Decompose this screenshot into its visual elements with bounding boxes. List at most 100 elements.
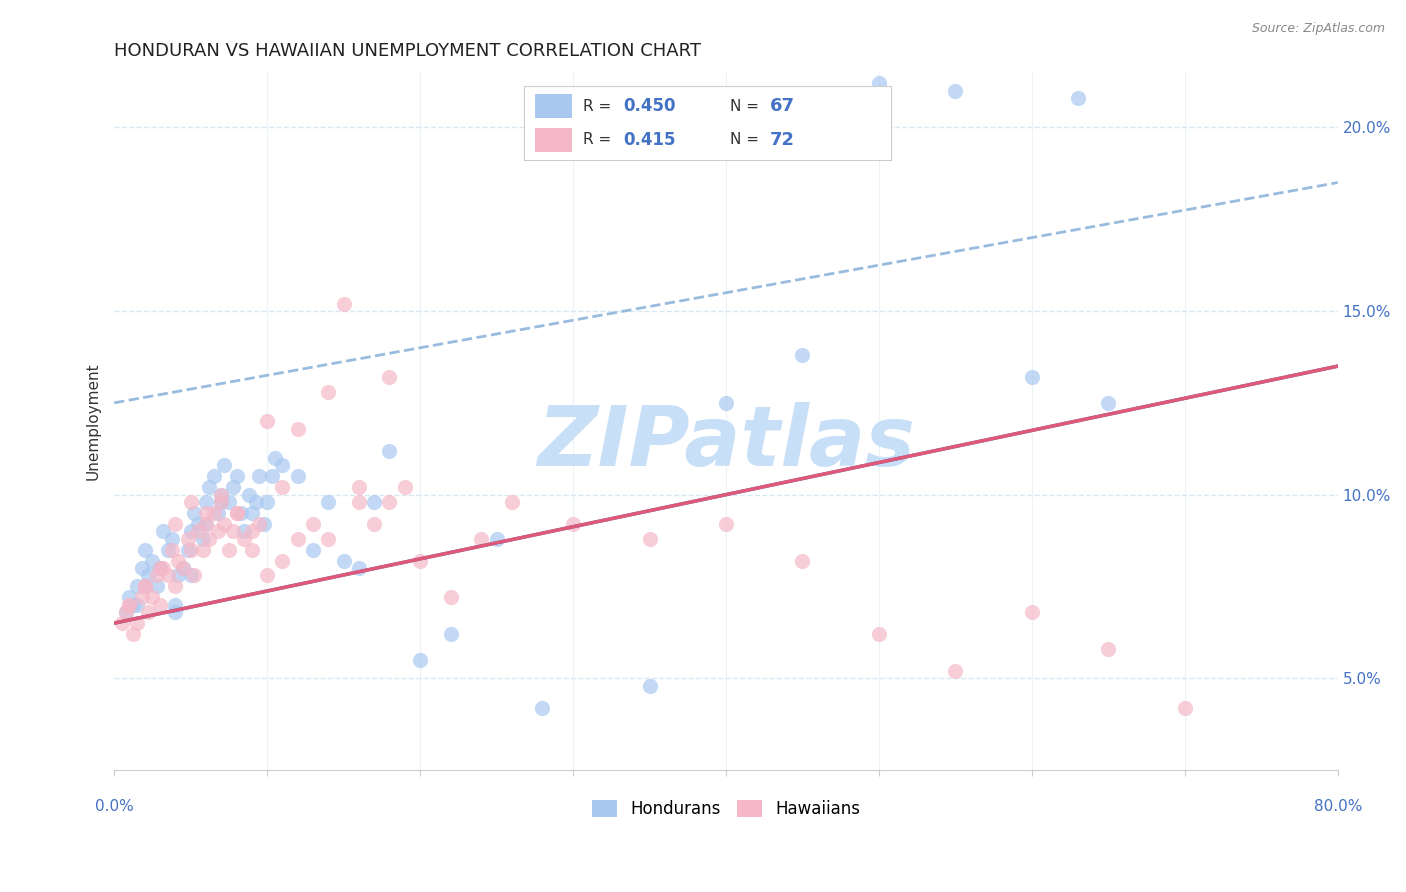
Point (111, 616, 134, 631)
Point (287, 421, 309, 435)
Point (347, 561, 370, 575)
Point (194, 516, 217, 531)
Point (225, 506, 247, 520)
Point (347, 495, 370, 509)
Point (318, 384, 340, 399)
Point (121, 598, 143, 612)
Y-axis label: Unemployment: Unemployment (86, 362, 100, 480)
Point (141, 554, 163, 568)
Point (440, 591, 463, 605)
Point (868, 77, 890, 91)
Point (191, 532, 214, 546)
Point (180, 524, 202, 539)
Point (127, 616, 149, 631)
Point (118, 598, 141, 612)
Point (240, 542, 263, 557)
Point (165, 605, 187, 619)
Point (136, 605, 159, 619)
Point (318, 495, 340, 509)
Point (165, 579, 187, 593)
Point (363, 516, 385, 531)
Point (149, 561, 172, 575)
Point (209, 495, 232, 509)
Point (238, 488, 260, 502)
Point (231, 506, 253, 520)
Point (945, 84, 967, 98)
Point (202, 469, 225, 483)
Point (440, 627, 463, 641)
Point (207, 506, 229, 520)
Point (156, 568, 179, 582)
Point (1174, 700, 1197, 714)
Point (409, 653, 432, 667)
Point (378, 370, 401, 384)
Point (945, 664, 967, 678)
Point (134, 579, 156, 593)
Point (162, 532, 184, 546)
Point (218, 542, 240, 557)
Point (638, 532, 661, 546)
Point (209, 495, 232, 509)
Point (176, 542, 198, 557)
Point (302, 542, 325, 557)
Point (501, 495, 523, 509)
Point (136, 568, 159, 582)
Point (409, 554, 432, 568)
Text: Source: ZipAtlas.com: Source: ZipAtlas.com (1251, 22, 1385, 36)
Point (118, 591, 141, 605)
Point (214, 458, 236, 473)
Point (194, 495, 217, 509)
Point (302, 516, 325, 531)
Point (180, 542, 202, 557)
Text: ZIPatlas: ZIPatlas (537, 401, 915, 483)
Point (131, 591, 153, 605)
Point (180, 495, 202, 509)
Point (245, 495, 267, 509)
Point (167, 554, 190, 568)
Point (141, 591, 163, 605)
Point (714, 516, 737, 531)
Point (363, 495, 385, 509)
Point (198, 480, 221, 494)
Point (271, 480, 294, 494)
Point (149, 561, 172, 575)
Point (146, 579, 169, 593)
Point (187, 524, 209, 539)
Point (225, 469, 247, 483)
Point (792, 348, 814, 362)
Point (222, 524, 245, 539)
Point (194, 516, 217, 531)
Point (1021, 370, 1043, 384)
Point (287, 469, 309, 483)
Point (249, 516, 271, 531)
Point (194, 506, 217, 520)
Point (271, 458, 294, 473)
Point (214, 516, 236, 531)
Point (263, 450, 285, 465)
Point (562, 516, 585, 531)
Point (378, 495, 401, 509)
Point (249, 469, 271, 483)
Point (187, 516, 209, 531)
Point (134, 579, 156, 593)
Point (202, 506, 225, 520)
Point (531, 700, 554, 714)
Point (134, 542, 156, 557)
Legend: Hondurans, Hawaiians: Hondurans, Hawaiians (585, 793, 868, 824)
Point (1021, 605, 1043, 619)
Point (332, 554, 354, 568)
Point (287, 532, 309, 546)
Point (115, 605, 138, 619)
Point (218, 495, 240, 509)
Point (146, 568, 169, 582)
Text: HONDURAN VS HAWAIIAN UNEMPLOYMENT CORRELATION CHART: HONDURAN VS HAWAIIAN UNEMPLOYMENT CORREL… (114, 42, 702, 60)
Point (271, 554, 294, 568)
Point (127, 598, 149, 612)
Point (172, 561, 194, 575)
Point (256, 414, 278, 428)
Point (485, 532, 508, 546)
Point (256, 568, 278, 582)
Point (868, 627, 890, 641)
Point (172, 561, 194, 575)
Point (209, 488, 232, 502)
